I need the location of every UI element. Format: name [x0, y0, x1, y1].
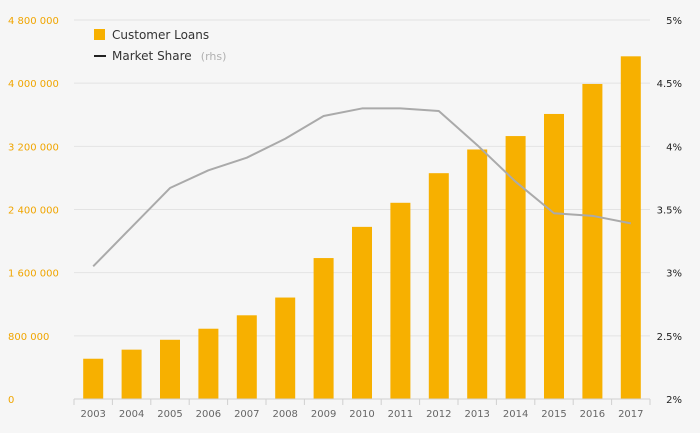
- bar: [428, 173, 449, 399]
- y-right-tick-label: 4%: [666, 142, 682, 153]
- legend-label-rhs-note: (rhs): [201, 50, 227, 63]
- y-left-tick-label: 3 200 000: [8, 142, 59, 153]
- y-left-tick-label: 1 600 000: [8, 269, 59, 280]
- y-right-tick-label: 3%: [666, 269, 682, 280]
- x-tick-label: 2005: [157, 409, 182, 420]
- y-right-tick-label: 3.5%: [657, 206, 682, 217]
- x-tick-label: 2004: [119, 409, 144, 420]
- x-tick-label: 2016: [580, 409, 605, 420]
- y-right-tick-label: 5%: [666, 16, 682, 27]
- x-tick-label: 2017: [618, 409, 643, 420]
- bar: [582, 83, 603, 400]
- legend: Customer Loans Market Share (rhs): [94, 28, 226, 64]
- bar: [83, 358, 104, 399]
- y-left-tick-label: 0: [8, 395, 14, 406]
- x-tick-label: 2006: [196, 409, 221, 420]
- x-tick-label: 2007: [234, 409, 259, 420]
- y-right-tick-label: 2.5%: [657, 332, 682, 343]
- legend-label-market-share: Market Share: [112, 49, 192, 63]
- x-tick-label: 2011: [388, 409, 413, 420]
- y-left-tick-label: 800 000: [8, 332, 49, 343]
- bar: [236, 315, 257, 399]
- legend-label-customer-loans: Customer Loans: [112, 28, 209, 42]
- bar: [505, 136, 526, 399]
- axes: 0 800 000 1 600 000 2 400 000 3 200 000 4 000…: [8, 16, 682, 420]
- y-right-tick-label: 2%: [666, 395, 682, 406]
- x-tick-label: 2012: [426, 409, 451, 420]
- svg-text:Market Share (rhs): Market Share (rhs): [112, 45, 226, 64]
- bar: [390, 202, 411, 399]
- line-series: [92, 107, 631, 268]
- bar: [467, 149, 488, 399]
- bar: [620, 56, 641, 400]
- x-tick-label: 2008: [272, 409, 297, 420]
- x-tick-label: 2015: [541, 409, 566, 420]
- y-left-tick-label: 4 000 000: [8, 79, 59, 90]
- bar: [313, 258, 334, 399]
- x-tick-label: 2013: [464, 409, 489, 420]
- y-right-tick-label: 4.5%: [657, 79, 682, 90]
- x-tick-label: 2003: [80, 409, 105, 420]
- bar: [275, 297, 296, 399]
- bar: [198, 328, 219, 399]
- bar: [121, 349, 142, 399]
- bar-series: [83, 56, 641, 400]
- bar: [544, 113, 564, 399]
- y-left-tick-label: 4 800 000: [8, 16, 59, 27]
- x-tick-label: 2009: [311, 409, 336, 420]
- bar: [352, 226, 372, 399]
- bar: [160, 339, 180, 399]
- y-left-tick-label: 2 400 000: [8, 206, 59, 217]
- x-tick-label: 2014: [503, 409, 528, 420]
- legend-swatch-bar: [94, 29, 105, 40]
- x-tick-label: 2010: [349, 409, 374, 420]
